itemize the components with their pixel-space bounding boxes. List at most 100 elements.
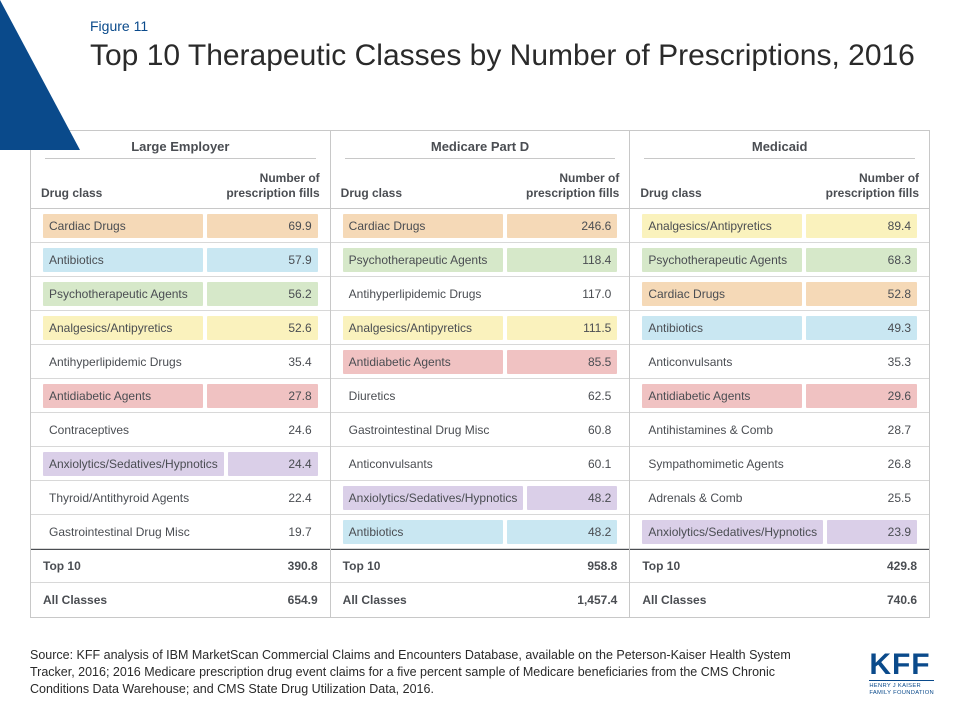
totals-row: Top 10958.8: [331, 549, 630, 583]
cell-drug: Antihyperlipidemic Drugs: [341, 278, 505, 310]
table-row: Psychotherapeutic Agents56.2: [31, 277, 330, 311]
cell-value: 24.6: [205, 414, 320, 446]
cell-drug: Antibiotics: [41, 244, 205, 276]
cell-drug: Gastrointestinal Drug Misc: [41, 516, 205, 548]
cell-value: 390.8: [205, 555, 320, 577]
cell-drug: All Classes: [341, 589, 505, 611]
cell-value: 28.7: [804, 414, 919, 446]
table-row: Antidiabetic Agents27.8: [31, 379, 330, 413]
table-row: Analgesics/Antipyretics111.5: [331, 311, 630, 345]
table-row: Psychotherapeutic Agents68.3: [630, 243, 929, 277]
cell-drug: Psychotherapeutic Agents: [341, 244, 505, 276]
cell-value: 19.7: [205, 516, 320, 548]
table-row: Analgesics/Antipyretics89.4: [630, 209, 929, 243]
table-row: Anticonvulsants60.1: [331, 447, 630, 481]
cell-value: 57.9: [205, 244, 320, 276]
cell-drug: Sympathomimetic Agents: [640, 448, 804, 480]
panel: Medicaid Drug classNumber of prescription…: [630, 131, 929, 617]
cell-drug: Top 10: [640, 555, 804, 577]
cell-drug: Antihistamines & Comb: [640, 414, 804, 446]
cell-value: 48.2: [525, 482, 619, 514]
totals-row: Top 10429.8: [630, 549, 929, 583]
kff-logo-subtext: HENRY J KAISER FAMILY FOUNDATION: [869, 680, 934, 697]
table-row: Antihistamines & Comb28.7: [630, 413, 929, 447]
cell-drug: Thyroid/Antithyroid Agents: [41, 482, 205, 514]
data-table: Large EmployerDrug classNumber of prescr…: [30, 130, 930, 618]
cell-value: 69.9: [205, 210, 320, 242]
cell-drug: Cardiac Drugs: [41, 210, 205, 242]
cell-drug: Cardiac Drugs: [640, 278, 804, 310]
table-row: Antihyperlipidemic Drugs117.0: [331, 277, 630, 311]
panel: Large EmployerDrug classNumber of prescr…: [31, 131, 331, 617]
table-row: Antidiabetic Agents85.5: [331, 345, 630, 379]
col-drug-header: Drug class: [341, 186, 506, 200]
cell-value: 27.8: [205, 380, 320, 412]
cell-drug: Top 10: [341, 555, 505, 577]
table-row: Analgesics/Antipyretics52.6: [31, 311, 330, 345]
cell-value: 60.1: [505, 448, 620, 480]
cell-drug: All Classes: [41, 589, 205, 611]
table-row: Antihyperlipidemic Drugs35.4: [31, 345, 330, 379]
cell-value: 23.9: [825, 516, 919, 548]
cell-value: 1,457.4: [505, 589, 620, 611]
table-row: Sympathomimetic Agents26.8: [630, 447, 929, 481]
cell-drug: Cardiac Drugs: [341, 210, 505, 242]
cell-value: 56.2: [205, 278, 320, 310]
cell-drug: Diuretics: [341, 380, 505, 412]
table-row: Cardiac Drugs52.8: [630, 277, 929, 311]
cell-value: 429.8: [804, 555, 919, 577]
cell-value: 48.2: [505, 516, 620, 548]
cell-value: 35.4: [205, 346, 320, 378]
table-row: Anxiolytics/Sedatives/Hypnotics23.9: [630, 515, 929, 549]
table-row: Antibiotics49.3: [630, 311, 929, 345]
page-title: Top 10 Therapeutic Classes by Number of …: [90, 38, 930, 74]
cell-drug: Antihyperlipidemic Drugs: [41, 346, 205, 378]
cell-value: 958.8: [505, 555, 620, 577]
col-num-header: Number of prescription fills: [505, 171, 619, 200]
panel-title: Medicaid: [630, 131, 929, 158]
cell-value: 654.9: [205, 589, 320, 611]
cell-value: 118.4: [505, 244, 620, 276]
totals-row: Top 10390.8: [31, 549, 330, 583]
table-row: Cardiac Drugs246.6: [331, 209, 630, 243]
table-row: Anticonvulsants35.3: [630, 345, 929, 379]
table-row: Diuretics62.5: [331, 379, 630, 413]
cell-value: 111.5: [505, 312, 620, 344]
cell-value: 60.8: [505, 414, 620, 446]
column-headers: Drug classNumber of prescription fills: [331, 161, 630, 209]
table-row: Antidiabetic Agents29.6: [630, 379, 929, 413]
cell-value: 26.8: [804, 448, 919, 480]
cell-drug: Anticonvulsants: [341, 448, 505, 480]
cell-drug: Psychotherapeutic Agents: [640, 244, 804, 276]
kff-logo: KFF HENRY J KAISER FAMILY FOUNDATION: [869, 652, 934, 697]
cell-drug: Antidiabetic Agents: [640, 380, 804, 412]
col-num-header: Number of prescription fills: [805, 171, 919, 200]
table-row: Antibiotics48.2: [331, 515, 630, 549]
header: Figure 11 Top 10 Therapeutic Classes by …: [90, 18, 930, 74]
cell-value: 740.6: [804, 589, 919, 611]
cell-value: 52.6: [205, 312, 320, 344]
cell-value: 68.3: [804, 244, 919, 276]
col-drug-header: Drug class: [640, 186, 805, 200]
cell-drug: Analgesics/Antipyretics: [341, 312, 505, 344]
table-row: Psychotherapeutic Agents118.4: [331, 243, 630, 277]
table-row: Anxiolytics/Sedatives/Hypnotics24.4: [31, 447, 330, 481]
cell-value: 52.8: [804, 278, 919, 310]
cell-drug: Anxiolytics/Sedatives/Hypnotics: [41, 448, 226, 480]
column-headers: Drug classNumber of prescription fills: [630, 161, 929, 209]
cell-drug: Anticonvulsants: [640, 346, 804, 378]
table-row: Antibiotics57.9: [31, 243, 330, 277]
cell-value: 117.0: [505, 278, 620, 310]
cell-value: 85.5: [505, 346, 620, 378]
cell-drug: All Classes: [640, 589, 804, 611]
panel: Medicare Part DDrug classNumber of presc…: [331, 131, 631, 617]
cell-value: 24.4: [226, 448, 320, 480]
kff-logo-text: KFF: [869, 652, 934, 678]
cell-drug: Antibiotics: [640, 312, 804, 344]
cell-value: 49.3: [804, 312, 919, 344]
figure-label: Figure 11: [90, 18, 930, 34]
col-drug-header: Drug class: [41, 186, 206, 200]
cell-value: 246.6: [505, 210, 620, 242]
cell-drug: Adrenals & Comb: [640, 482, 804, 514]
table-row: Cardiac Drugs69.9: [31, 209, 330, 243]
